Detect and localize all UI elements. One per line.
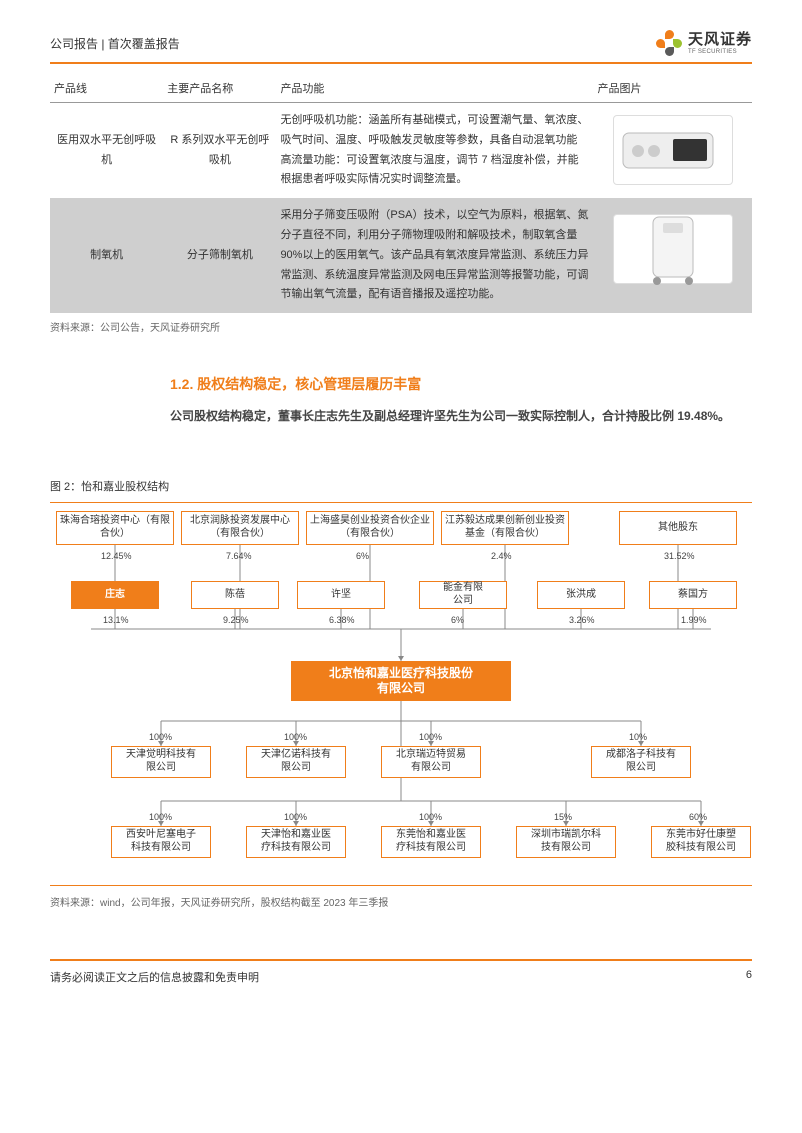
cell-product-image (593, 103, 752, 199)
ownership-percent: 100% (284, 732, 307, 742)
shareholder-node: 许坚 (297, 581, 385, 609)
cell-product-line: 医用双水平无创呼吸机 (50, 103, 163, 199)
header-breadcrumb: 公司报告 | 首次覆盖报告 (50, 35, 180, 52)
cell-product-name: 分子筛制氧机 (163, 198, 276, 313)
shareholder-node: 陈蓓 (191, 581, 279, 609)
page-footer: 请务必阅读正文之后的信息披露和免责申明 6 (50, 959, 752, 985)
shareholder-node: 其他股东 (619, 511, 737, 545)
page-number: 6 (746, 969, 752, 985)
ownership-percent: 9.25% (223, 615, 249, 625)
section-1-2: 1.2. 股权结构稳定，核心管理层履历丰富 公司股权结构稳定，董事长庄志先生及副… (50, 374, 752, 428)
product-image-placeholder (613, 214, 733, 284)
ownership-percent: 12.45% (101, 551, 132, 561)
th-product-line: 产品线 (50, 74, 163, 103)
cell-product-image (593, 198, 752, 313)
table-source: 资料来源：公司公告，天风证券研究所 (50, 319, 752, 334)
page-header: 公司报告 | 首次覆盖报告 天风证券 TF SECURITIES (50, 30, 752, 56)
table-row: 医用双水平无创呼吸机R 系列双水平无创呼吸机无创呼吸机功能：涵盖所有基础模式，可… (50, 103, 752, 199)
subsidiary-node: 西安叶尼塞电子科技有限公司 (111, 826, 211, 858)
subsidiary-node: 深圳市瑞凯尔科技有限公司 (516, 826, 616, 858)
subsidiary-node: 东莞怡和嘉业医疗科技有限公司 (381, 826, 481, 858)
ownership-percent: 3.26% (569, 615, 595, 625)
brand-name-cn: 天风证券 (688, 32, 752, 47)
brand-name-en: TF SECURITIES (688, 49, 752, 55)
shareholder-node: 北京润脉投资发展中心（有限合伙） (181, 511, 299, 545)
main-company-node: 北京怡和嘉业医疗科技股份有限公司 (291, 661, 511, 701)
th-product-name: 主要产品名称 (163, 74, 276, 103)
footer-disclaimer: 请务必阅读正文之后的信息披露和免责申明 (50, 969, 259, 985)
shareholder-node: 庄志 (71, 581, 159, 609)
cell-product-func: 采用分子筛变压吸附（PSA）技术，以空气为原料，根据氧、氮分子直径不同，利用分子… (276, 198, 593, 313)
ownership-percent: 6.38% (329, 615, 355, 625)
ownership-percent: 1.99% (681, 615, 707, 625)
subsidiary-node: 天津觉明科技有限公司 (111, 746, 211, 778)
figure-source: 资料来源：wind，公司年报，天风证券研究所，股权结构截至 2023 年三季报 (50, 894, 752, 909)
brand-logo: 天风证券 TF SECURITIES (656, 30, 752, 56)
ownership-percent: 6% (356, 551, 369, 561)
ownership-percent: 100% (419, 812, 442, 822)
ownership-chart: 珠海合瑢投资中心（有限合伙） 12.45% 北京润脉投资发展中心（有限合伙） 7.64… (51, 511, 751, 881)
shareholder-node: 能金有限公司 (419, 581, 507, 609)
shareholder-node: 张洪成 (537, 581, 625, 609)
figure-rule-bottom (50, 885, 752, 886)
th-product-img: 产品图片 (593, 74, 752, 103)
shareholder-node: 上海盛昊创业投资合伙企业（有限合伙） (306, 511, 434, 545)
ownership-percent: 60% (689, 812, 707, 822)
cell-product-name: R 系列双水平无创呼吸机 (163, 103, 276, 199)
section-title: 股权结构稳定，核心管理层履历丰富 (197, 376, 421, 392)
shareholder-node: 珠海合瑢投资中心（有限合伙） (56, 511, 174, 545)
section-body: 公司股权结构稳定，董事长庄志先生及副总经理许坚先生为公司一致实际控制人，合计持股… (170, 406, 732, 428)
product-table: 产品线 主要产品名称 产品功能 产品图片 医用双水平无创呼吸机R 系列双水平无创… (50, 74, 752, 313)
shareholder-node: 蔡国方 (649, 581, 737, 609)
product-image-placeholder (613, 115, 733, 185)
ownership-percent: 100% (149, 812, 172, 822)
table-row: 制氧机分子筛制氧机采用分子筛变压吸附（PSA）技术，以空气为原料，根据氧、氮分子… (50, 198, 752, 313)
ownership-percent: 7.64% (226, 551, 252, 561)
subsidiary-node: 成都洛子科技有限公司 (591, 746, 691, 778)
ownership-percent: 100% (419, 732, 442, 742)
section-number: 1.2. (170, 376, 193, 392)
cell-product-func: 无创呼吸机功能：涵盖所有基础模式，可设置潮气量、氧浓度、吸气时间、温度、呼吸触发… (276, 103, 593, 199)
logo-icon (656, 30, 682, 56)
ownership-percent: 100% (284, 812, 307, 822)
subsidiary-node: 天津亿诺科技有限公司 (246, 746, 346, 778)
ownership-percent: 15% (554, 812, 572, 822)
section-heading: 1.2. 股权结构稳定，核心管理层履历丰富 (170, 374, 752, 394)
ownership-percent: 2.4% (491, 551, 512, 561)
ownership-percent: 31.52% (664, 551, 695, 561)
ownership-percent: 6% (451, 615, 464, 625)
shareholder-node: 江苏毅达成果创新创业投资基金（有限合伙） (441, 511, 569, 545)
figure-title: 图 2：怡和嘉业股权结构 (50, 478, 752, 494)
subsidiary-node: 北京瑞迈特贸易有限公司 (381, 746, 481, 778)
subsidiary-node: 天津怡和嘉业医疗科技有限公司 (246, 826, 346, 858)
figure-rule (50, 502, 752, 503)
ownership-percent: 10% (629, 732, 647, 742)
header-rule (50, 62, 752, 64)
ownership-percent: 100% (149, 732, 172, 742)
cell-product-line: 制氧机 (50, 198, 163, 313)
subsidiary-node: 东莞市好仕康塑胶科技有限公司 (651, 826, 751, 858)
ownership-percent: 13.1% (103, 615, 129, 625)
th-product-func: 产品功能 (276, 74, 593, 103)
